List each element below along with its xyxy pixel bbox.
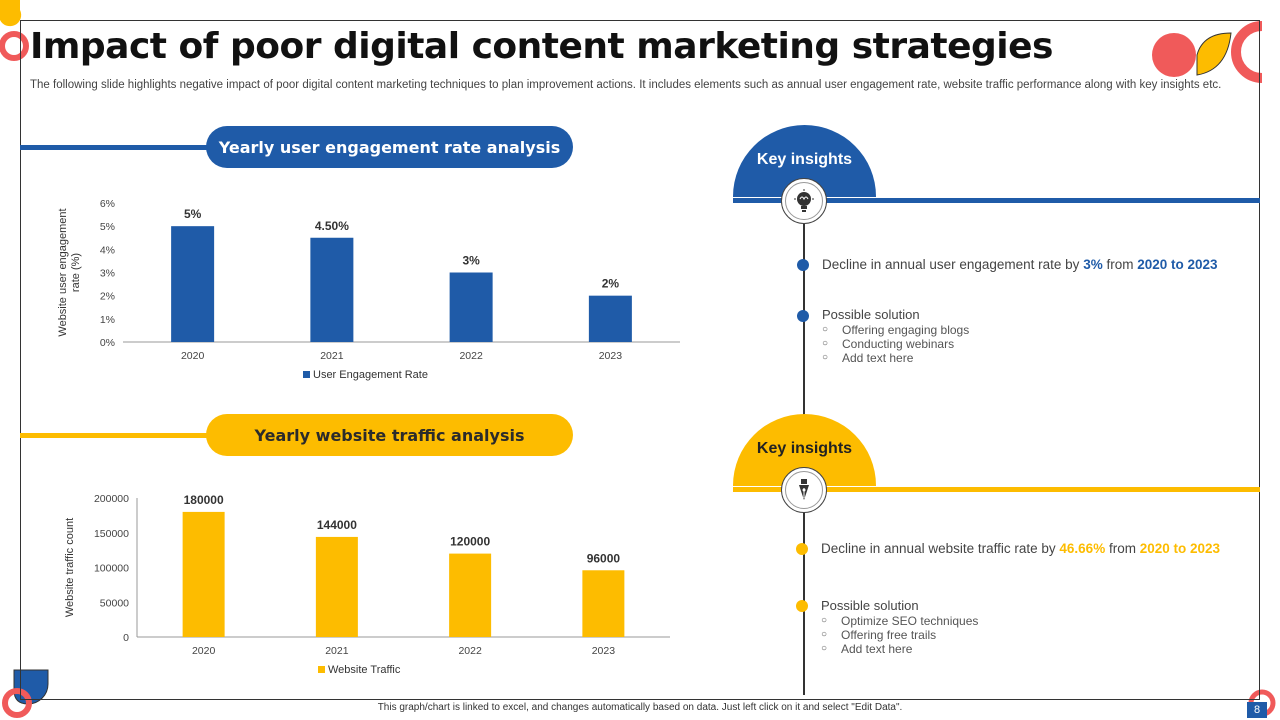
- data-label: 3%: [462, 254, 480, 268]
- solution-block-1: Possible solution Offering engaging blog…: [822, 307, 969, 366]
- x-tick-label: 2023: [592, 645, 616, 657]
- x-tick-label: 2021: [320, 350, 344, 362]
- y-axis-label: Website user engagementrate (%): [57, 208, 82, 336]
- bar: [315, 536, 358, 637]
- y-tick-label: 50000: [100, 597, 129, 609]
- y-tick-label: 2%: [100, 291, 115, 303]
- bullet-dot: [797, 259, 809, 271]
- solution-block-2: Possible solution Optimize SEO technique…: [821, 598, 978, 657]
- y-tick-label: 0%: [100, 337, 115, 349]
- solution-item: Conducting webinars: [822, 337, 969, 351]
- data-label: 5%: [184, 207, 202, 221]
- insight-range-2: 2020 to 2023: [1139, 541, 1221, 556]
- bar: [182, 511, 225, 637]
- pen-nib-icon: [799, 479, 809, 500]
- y-axis-label: Website traffic count: [64, 518, 76, 617]
- bar: [171, 226, 215, 342]
- section-divider-blue: [20, 145, 220, 150]
- insight-range-1: 2020 to 2023: [1137, 257, 1218, 272]
- bar: [449, 272, 493, 342]
- bar: [582, 570, 625, 637]
- data-label: 144000: [317, 518, 357, 532]
- x-tick-label: 2022: [459, 350, 483, 362]
- y-tick-label: 1%: [100, 314, 115, 326]
- insight-line-2: Decline in annual website traffic rate b…: [821, 541, 1221, 556]
- brain-bulb-icon: [794, 189, 814, 212]
- bullet-dot: [796, 543, 808, 555]
- y-tick-label: 4%: [100, 244, 115, 256]
- bullet-dot: [796, 600, 808, 612]
- legend-label: Website Traffic: [328, 664, 401, 676]
- insight-icon-circle-2: [781, 467, 827, 513]
- section-divider-yellow: [20, 433, 220, 438]
- insight-line-1: Decline in annual user engagement rate b…: [822, 257, 1218, 272]
- data-label: 120000: [450, 535, 490, 549]
- x-tick-label: 2020: [192, 645, 216, 657]
- legend-swatch: [303, 371, 310, 378]
- y-tick-label: 6%: [100, 198, 115, 210]
- bullet-dot: [797, 310, 809, 322]
- y-tick-label: 200000: [94, 493, 129, 505]
- page-subtitle: The following slide highlights negative …: [30, 79, 1222, 91]
- footer-note: This graph/chart is linked to excel, and…: [377, 702, 903, 713]
- y-tick-label: 0: [123, 632, 129, 644]
- bar: [310, 237, 354, 342]
- legend-swatch: [318, 666, 325, 673]
- x-tick-label: 2022: [458, 645, 482, 657]
- insights-divider-blue: [733, 198, 1260, 203]
- bar: [449, 553, 492, 637]
- insight-value-1: 3%: [1083, 257, 1103, 272]
- bar: [588, 295, 632, 342]
- data-label: 4.50%: [315, 219, 349, 233]
- section-pill-traffic: Yearly website traffic analysis: [206, 414, 573, 456]
- slide-frame: [20, 20, 1260, 700]
- solution-item: Offering free trails: [821, 628, 978, 642]
- solution-title: Possible solution: [821, 598, 919, 613]
- section-pill-engagement: Yearly user engagement rate analysis: [206, 126, 573, 168]
- page-title: Impact of poor digital content marketing…: [30, 26, 1053, 67]
- solution-item: Offering engaging blogs: [822, 323, 969, 337]
- y-tick-label: 150000: [94, 528, 129, 540]
- data-label: 180000: [184, 493, 224, 507]
- insights-divider-yellow: [733, 487, 1260, 492]
- y-tick-label: 3%: [100, 268, 115, 280]
- page-number: 8: [1247, 702, 1267, 718]
- x-tick-label: 2020: [181, 350, 205, 362]
- legend-label: User Engagement Rate: [313, 369, 428, 381]
- engagement-bar-chart: Website user engagementrate (%) 0% 1% 2% 3% 4…: [57, 198, 680, 381]
- traffic-bar-chart: Website traffic count 0 50000 100000 150000 2…: [64, 493, 670, 676]
- solution-item: Add text here: [821, 642, 978, 656]
- x-tick-label: 2021: [325, 645, 349, 657]
- y-tick-label: 5%: [100, 221, 115, 233]
- y-tick-label: 100000: [94, 563, 129, 575]
- solution-item: Add text here: [822, 351, 969, 365]
- data-label: 96000: [587, 551, 621, 565]
- x-tick-label: 2023: [599, 350, 623, 362]
- data-label: 2%: [602, 277, 620, 291]
- solution-item: Optimize SEO techniques: [821, 614, 978, 628]
- insight-value-2: 46.66%: [1059, 541, 1106, 556]
- insight-icon-circle-1: [781, 178, 827, 224]
- solution-title: Possible solution: [822, 307, 920, 322]
